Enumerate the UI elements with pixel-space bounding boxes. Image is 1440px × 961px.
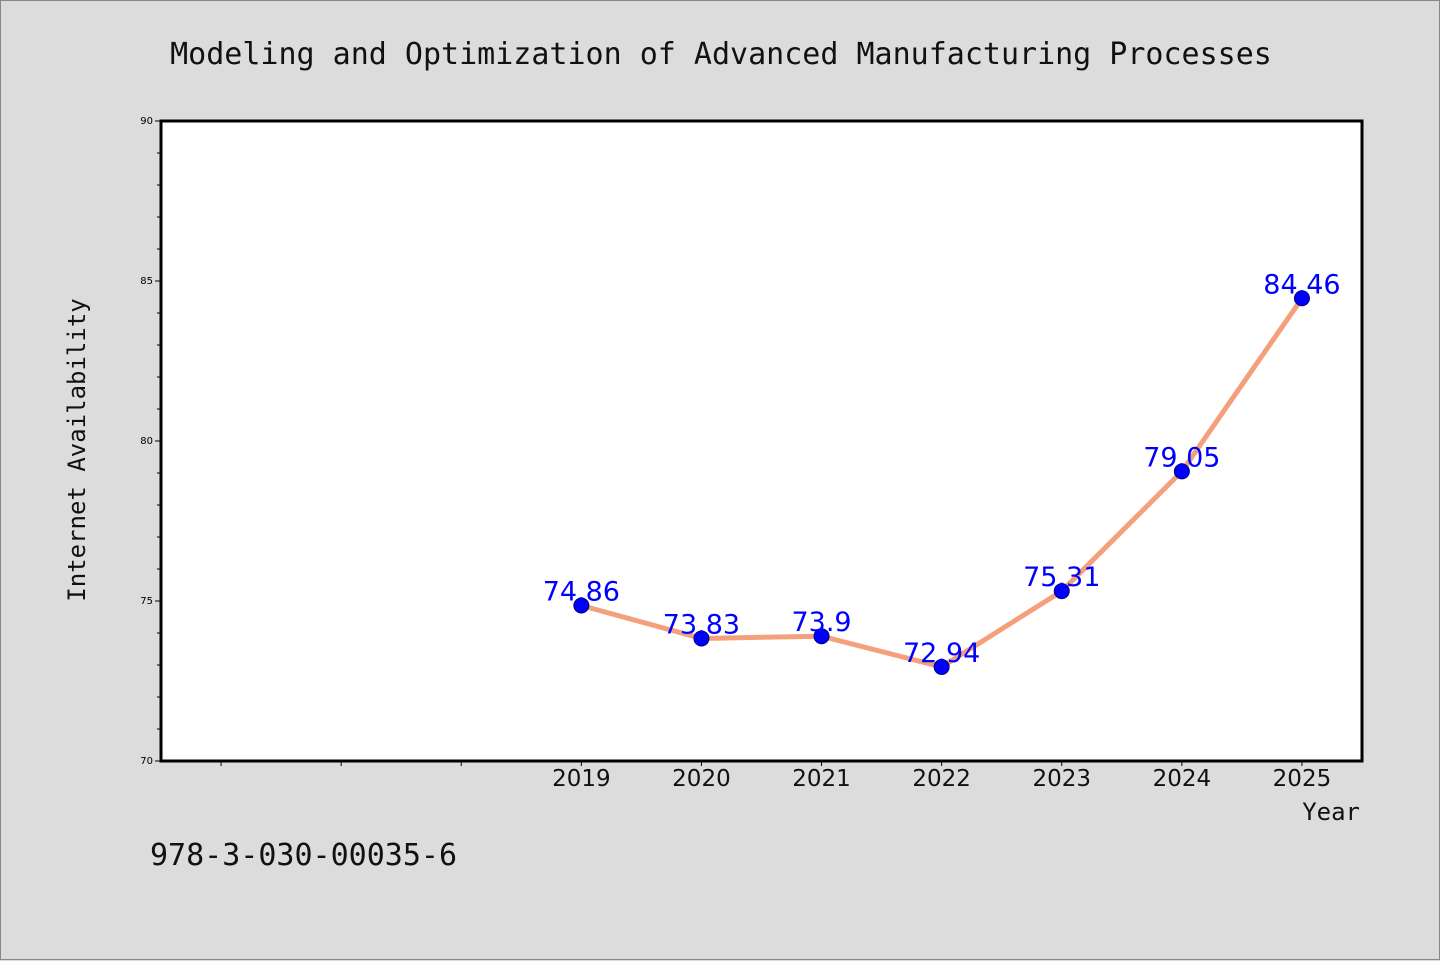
data-label: 84.46 [1263,269,1340,300]
x-tick-label: 2021 [792,766,851,792]
x-tick-label: 2023 [1032,766,1091,792]
data-label: 73.83 [663,609,740,640]
x-tick-label: 2019 [552,766,611,792]
data-label: 73.9 [791,607,851,638]
x-tick-label: 2020 [672,766,731,792]
y-axis: 70 75 80 85 90 [140,116,161,767]
data-labels: 74.86 73.83 73.9 72.94 75.31 79.05 84.46 [543,269,1341,669]
y-tick-label: 75 [140,596,153,607]
data-point [573,597,590,614]
data-point [1053,583,1070,600]
data-label: 74.86 [543,576,620,607]
data-point [1293,290,1310,307]
y-tick-label: 70 [140,756,153,767]
data-point [1173,463,1190,480]
x-axis: 2019 2020 2021 2022 2023 2024 2025 [220,761,1332,792]
data-point [933,658,950,675]
data-point [693,630,710,647]
x-tick-label: 2022 [912,766,971,792]
data-label: 75.31 [1023,562,1100,593]
series-markers [573,290,1310,675]
x-axis-label: Year [1302,798,1360,826]
x-tick-label: 2025 [1273,766,1332,792]
y-tick-label: 80 [140,436,153,447]
y-tick-label: 90 [140,116,153,127]
data-label: 72.94 [903,638,980,669]
data-label: 79.05 [1143,442,1220,473]
plot-area [159,119,1364,763]
isbn-text: 978-3-030-00035-6 [150,838,457,873]
y-axis-label: Internet Availability [63,298,91,601]
x-tick-label: 2024 [1153,766,1212,792]
chart-title: Modeling and Optimization of Advanced Ma… [170,37,1272,72]
y-tick-label: 85 [140,276,153,287]
data-point [813,628,830,645]
